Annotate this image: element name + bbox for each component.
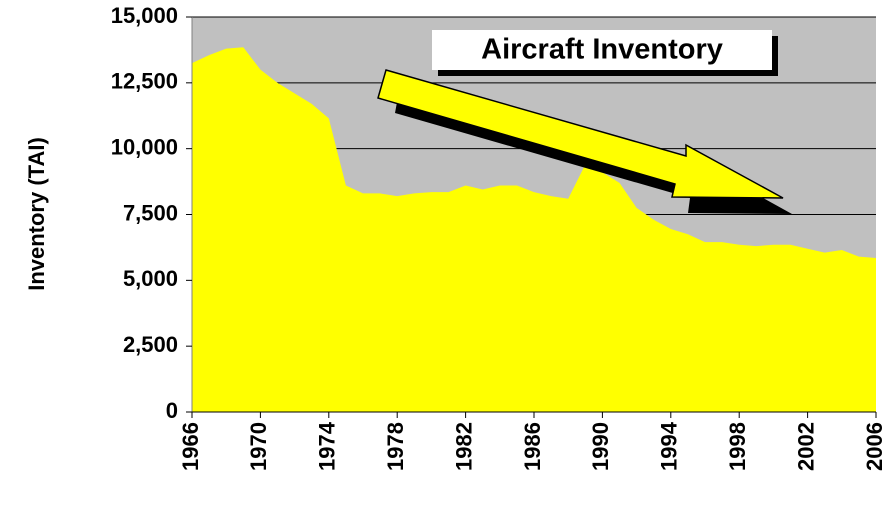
x-tick-label: 1966: [178, 422, 203, 471]
annotation: Aircraft Inventory: [377, 30, 792, 214]
y-axis-label: Inventory (TAI): [24, 137, 49, 291]
arrow: [377, 69, 784, 199]
x-tick-label: 1974: [315, 421, 340, 471]
x-tick-label: 1998: [725, 422, 750, 471]
title-box: [432, 30, 772, 70]
x-tick-label: 1986: [520, 422, 545, 471]
y-tick-label: 0: [166, 398, 178, 423]
y-tick-label: 7,500: [123, 200, 178, 225]
x-tick-label: 2006: [862, 422, 887, 471]
y-tick-label: 5,000: [123, 266, 178, 291]
x-tick-label: 2002: [793, 422, 818, 471]
y-tick-label: 10,000: [111, 134, 178, 159]
x-tick-label: 1994: [657, 421, 682, 471]
x-tick-label: 1982: [451, 422, 476, 471]
x-tick-label: 1978: [383, 422, 408, 471]
y-tick-label: 2,500: [123, 332, 178, 357]
x-tick-label: 1990: [588, 422, 613, 471]
x-tick-label: 1970: [246, 422, 271, 471]
y-tick-label: 12,500: [111, 69, 178, 94]
plot-area: 0 2,500 5,000 7,500 10,000 12,500 15,000 1966 19…: [111, 3, 887, 471]
chart-title: Aircraft Inventory: [481, 34, 723, 66]
area: [192, 47, 876, 413]
y-tick-label: 15,000: [111, 3, 178, 28]
